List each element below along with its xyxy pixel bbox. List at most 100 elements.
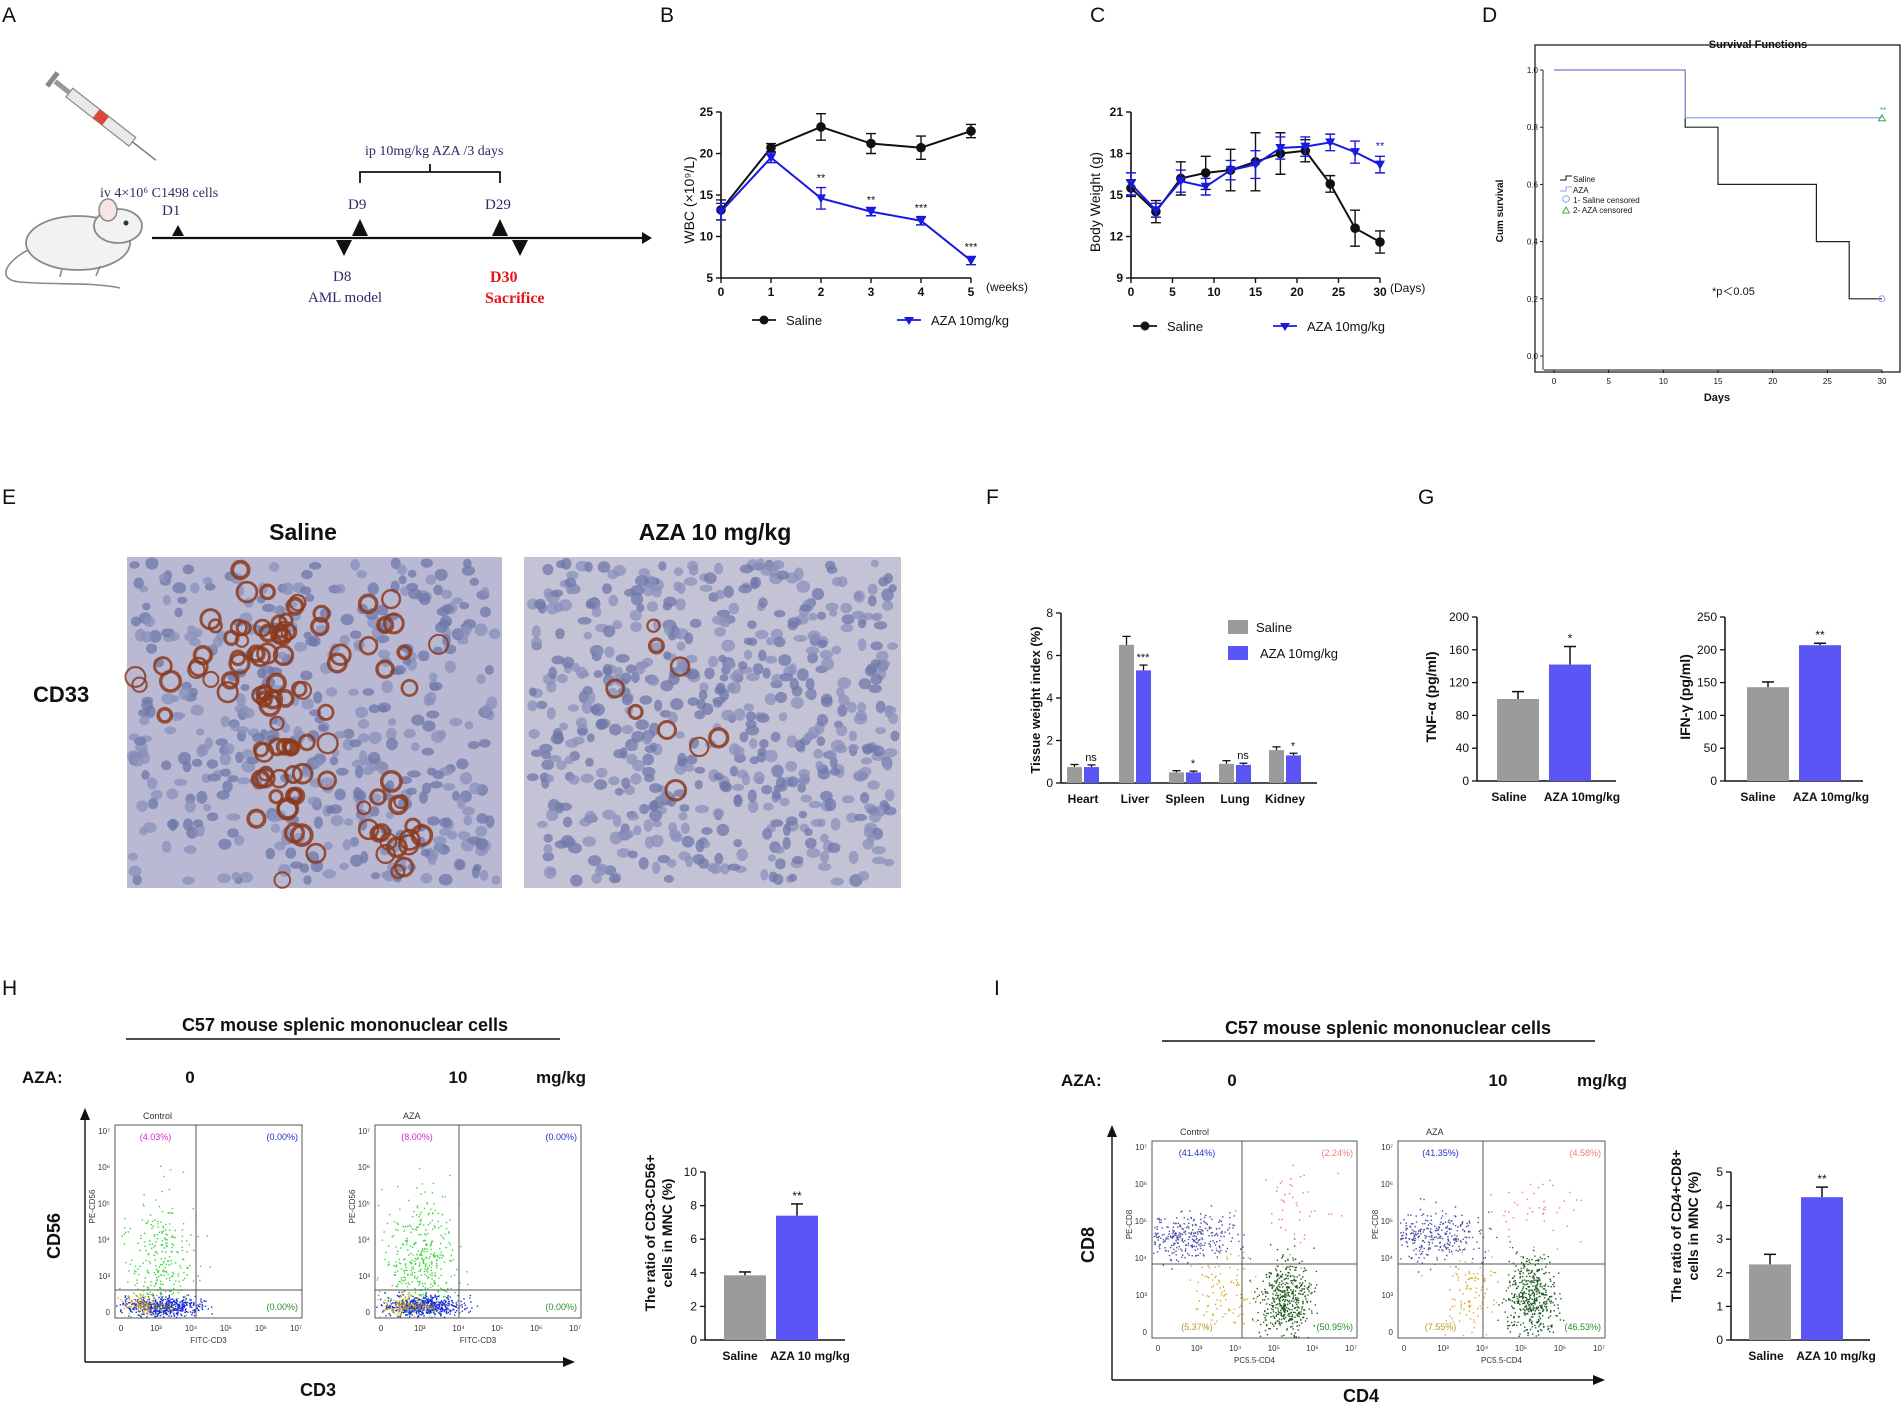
nucleus — [627, 813, 640, 821]
flow-x-tick-label: 10⁷ — [290, 1324, 302, 1333]
stained-cell — [669, 656, 691, 677]
nucleus — [749, 756, 759, 765]
nucleus — [158, 573, 169, 582]
nucleus — [829, 767, 841, 776]
nucleus — [591, 873, 602, 884]
tissue-bar-saline — [1269, 750, 1284, 783]
nucleus — [594, 647, 603, 657]
stained-cell — [317, 770, 337, 791]
nucleus — [182, 818, 194, 831]
nucleus — [647, 601, 658, 612]
nucleus — [530, 749, 543, 757]
nucleus — [663, 596, 677, 607]
nucleus — [546, 707, 556, 720]
nucleus — [830, 817, 841, 831]
y-tick-label: 15 — [1110, 188, 1124, 202]
nucleus — [743, 649, 753, 660]
aza-point — [866, 207, 876, 217]
nucleus — [630, 773, 642, 785]
flow-x-tick-label: 10⁷ — [1345, 1344, 1357, 1353]
nucleus — [709, 863, 722, 874]
nucleus — [871, 846, 886, 855]
nucleus — [860, 757, 873, 765]
quadrant-ur: (0.00%) — [545, 1132, 577, 1142]
flow-x-tick-label: 10⁴ — [185, 1324, 198, 1333]
nucleus — [652, 861, 661, 874]
h-aza-label: AZA: — [22, 1068, 63, 1087]
nucleus — [307, 796, 322, 806]
nucleus — [128, 865, 142, 877]
flow-y-tick-label: 10⁵ — [1135, 1217, 1147, 1226]
nucleus — [612, 620, 623, 630]
nucleus — [799, 773, 811, 786]
stained-cell — [329, 643, 352, 666]
stained-cell — [289, 823, 314, 847]
nucleus — [673, 630, 682, 639]
nucleus — [883, 858, 895, 867]
nucleus — [354, 790, 366, 801]
survival-x-tick-label: 0 — [1552, 377, 1557, 386]
nucleus — [462, 806, 475, 816]
nucleus — [857, 702, 867, 713]
nucleus — [762, 828, 773, 840]
nucleus — [367, 582, 379, 595]
nucleus — [663, 625, 673, 636]
nucleus — [148, 798, 159, 810]
flow-events — [376, 1291, 479, 1319]
stained-cell — [708, 727, 730, 749]
h-bar-y-label: The ratio of CD3-CD56+cells in MNC (%) — [642, 1155, 675, 1312]
bar-y-tick-label: 2 — [690, 1299, 697, 1313]
nucleus — [712, 615, 726, 625]
nucleus — [471, 866, 480, 879]
nucleus — [191, 758, 203, 768]
stained-cell — [228, 652, 251, 675]
flow-events — [117, 1289, 162, 1317]
nucleus — [715, 682, 726, 694]
nucleus — [782, 823, 791, 836]
day-30-label: D30 — [490, 269, 518, 286]
aza-point — [1126, 179, 1136, 189]
nucleus — [578, 690, 589, 704]
nucleus — [478, 739, 491, 748]
nucleus — [587, 691, 596, 704]
nucleus — [308, 562, 322, 570]
i-dose-10: 10 — [1489, 1071, 1508, 1090]
nucleus — [344, 818, 354, 826]
nucleus — [184, 800, 196, 813]
nucleus — [883, 748, 898, 758]
nucleus — [207, 773, 221, 782]
aza-point — [1250, 160, 1261, 170]
x-tick-label: 4 — [918, 285, 925, 299]
stained-cell — [258, 765, 274, 782]
nucleus — [867, 832, 876, 844]
nucleus — [559, 802, 572, 811]
stained-cell — [229, 649, 247, 667]
nucleus — [231, 872, 241, 881]
nucleus — [290, 861, 303, 869]
flow-x-tick-label: 10⁵ — [491, 1324, 503, 1333]
censored-aza-marker — [1877, 113, 1887, 122]
nucleus — [773, 846, 785, 854]
nucleus — [177, 596, 188, 604]
nucleus — [676, 582, 686, 595]
nucleus — [868, 684, 882, 693]
nucleus — [694, 710, 706, 720]
bar-significance: ** — [792, 1189, 802, 1203]
flow-y-tick-label: 0 — [366, 1308, 371, 1317]
stained-cell — [273, 871, 292, 889]
nucleus — [140, 752, 150, 764]
nucleus — [542, 563, 554, 576]
nucleus — [621, 694, 633, 706]
body-weight-x-label: (Days) — [1390, 281, 1425, 295]
i-y-axis-title: CD8 — [1078, 1227, 1098, 1263]
nucleus — [817, 767, 831, 780]
quadrant-lr: (0.00%) — [266, 1302, 298, 1312]
stained-cell — [268, 788, 284, 805]
nucleus — [196, 790, 208, 804]
nucleus — [543, 844, 553, 855]
nucleus — [463, 815, 473, 826]
nucleus — [872, 612, 883, 621]
i-unit: mg/kg — [1577, 1071, 1627, 1090]
nucleus — [858, 871, 870, 881]
aza-point — [816, 194, 826, 204]
